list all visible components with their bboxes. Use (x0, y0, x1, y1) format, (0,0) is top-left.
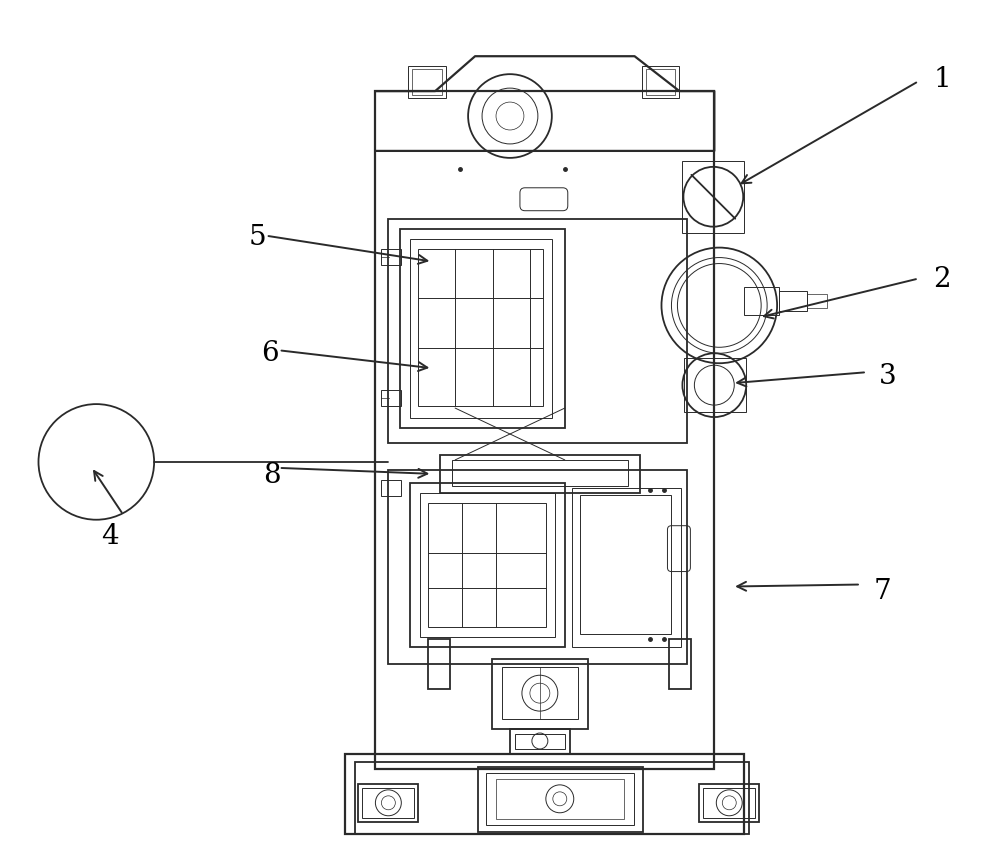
Bar (440, 455, 640, 493)
Text: 7: 7 (874, 578, 892, 605)
Bar (408, 67, 446, 98)
Bar (355, 762, 749, 834)
Bar (682, 161, 744, 233)
Bar (452, 460, 628, 486)
Bar (486, 773, 634, 824)
Bar (492, 659, 588, 729)
Text: 6: 6 (261, 340, 278, 368)
Bar (362, 788, 414, 817)
Bar (428, 639, 450, 689)
Bar (515, 734, 565, 749)
Bar (496, 778, 624, 819)
Text: 8: 8 (263, 462, 280, 489)
Bar (779, 292, 807, 311)
Bar (646, 69, 675, 95)
Bar (572, 488, 681, 647)
Bar (807, 294, 827, 309)
Bar (420, 493, 555, 638)
Bar (410, 239, 552, 418)
Bar (381, 390, 401, 406)
Text: 4: 4 (101, 522, 119, 550)
Bar (358, 784, 418, 822)
Bar (428, 503, 546, 627)
Bar (669, 639, 691, 689)
Bar (703, 788, 755, 817)
Bar (580, 495, 671, 634)
Text: 5: 5 (249, 224, 266, 251)
Text: 1: 1 (934, 67, 951, 93)
Bar (375, 91, 714, 769)
Bar (744, 287, 779, 316)
Bar (699, 784, 759, 822)
Bar (381, 480, 401, 496)
Text: 3: 3 (879, 363, 896, 390)
Bar (388, 219, 687, 443)
Bar (381, 248, 401, 265)
Bar (478, 767, 643, 832)
Bar (684, 358, 746, 412)
Text: 2: 2 (934, 266, 951, 292)
Bar (412, 69, 442, 95)
Bar (418, 248, 543, 406)
Bar (510, 729, 570, 754)
Bar (502, 667, 578, 719)
Bar (388, 470, 687, 664)
Bar (642, 67, 679, 98)
Bar (410, 483, 565, 647)
Bar (345, 754, 744, 834)
Bar (400, 228, 565, 428)
